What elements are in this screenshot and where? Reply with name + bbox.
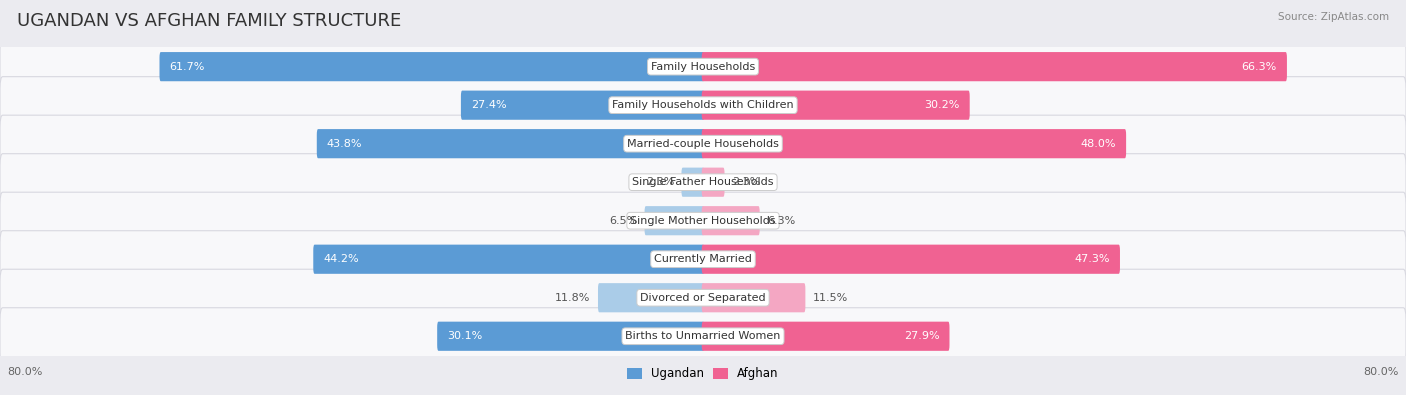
- Legend: Ugandan, Afghan: Ugandan, Afghan: [623, 363, 783, 385]
- FancyBboxPatch shape: [0, 38, 1406, 95]
- FancyBboxPatch shape: [0, 308, 1406, 365]
- Text: 2.3%: 2.3%: [733, 177, 761, 187]
- Text: Single Father Households: Single Father Households: [633, 177, 773, 187]
- FancyBboxPatch shape: [0, 231, 1406, 288]
- Text: 61.7%: 61.7%: [170, 62, 205, 71]
- FancyBboxPatch shape: [314, 245, 704, 274]
- FancyBboxPatch shape: [0, 77, 1406, 134]
- Text: 80.0%: 80.0%: [1364, 367, 1399, 377]
- FancyBboxPatch shape: [702, 322, 949, 351]
- FancyBboxPatch shape: [702, 206, 759, 235]
- Text: Family Households: Family Households: [651, 62, 755, 71]
- Text: Family Households with Children: Family Households with Children: [612, 100, 794, 110]
- FancyBboxPatch shape: [461, 90, 704, 120]
- FancyBboxPatch shape: [159, 52, 704, 81]
- Text: 6.3%: 6.3%: [768, 216, 796, 226]
- Text: Divorced or Separated: Divorced or Separated: [640, 293, 766, 303]
- Text: 2.3%: 2.3%: [645, 177, 673, 187]
- FancyBboxPatch shape: [702, 245, 1121, 274]
- Text: 11.5%: 11.5%: [813, 293, 848, 303]
- Text: Single Mother Households: Single Mother Households: [630, 216, 776, 226]
- Text: 80.0%: 80.0%: [7, 367, 42, 377]
- Text: Births to Unmarried Women: Births to Unmarried Women: [626, 331, 780, 341]
- FancyBboxPatch shape: [0, 115, 1406, 172]
- Text: UGANDAN VS AFGHAN FAMILY STRUCTURE: UGANDAN VS AFGHAN FAMILY STRUCTURE: [17, 12, 401, 30]
- Text: 30.2%: 30.2%: [924, 100, 960, 110]
- Text: 48.0%: 48.0%: [1081, 139, 1116, 149]
- FancyBboxPatch shape: [702, 90, 970, 120]
- FancyBboxPatch shape: [437, 322, 704, 351]
- Text: 6.5%: 6.5%: [609, 216, 637, 226]
- Text: 27.4%: 27.4%: [471, 100, 506, 110]
- Text: 27.9%: 27.9%: [904, 331, 939, 341]
- FancyBboxPatch shape: [682, 167, 704, 197]
- Text: 30.1%: 30.1%: [447, 331, 482, 341]
- Text: Source: ZipAtlas.com: Source: ZipAtlas.com: [1278, 12, 1389, 22]
- FancyBboxPatch shape: [702, 167, 724, 197]
- FancyBboxPatch shape: [0, 192, 1406, 249]
- Text: 66.3%: 66.3%: [1241, 62, 1277, 71]
- FancyBboxPatch shape: [644, 206, 704, 235]
- Text: 47.3%: 47.3%: [1074, 254, 1109, 264]
- Text: Married-couple Households: Married-couple Households: [627, 139, 779, 149]
- Text: 11.8%: 11.8%: [555, 293, 591, 303]
- FancyBboxPatch shape: [598, 283, 704, 312]
- Text: 43.8%: 43.8%: [328, 139, 363, 149]
- FancyBboxPatch shape: [316, 129, 704, 158]
- Text: 44.2%: 44.2%: [323, 254, 359, 264]
- FancyBboxPatch shape: [702, 129, 1126, 158]
- FancyBboxPatch shape: [702, 52, 1286, 81]
- Text: Currently Married: Currently Married: [654, 254, 752, 264]
- FancyBboxPatch shape: [702, 283, 806, 312]
- FancyBboxPatch shape: [0, 154, 1406, 211]
- FancyBboxPatch shape: [0, 269, 1406, 326]
